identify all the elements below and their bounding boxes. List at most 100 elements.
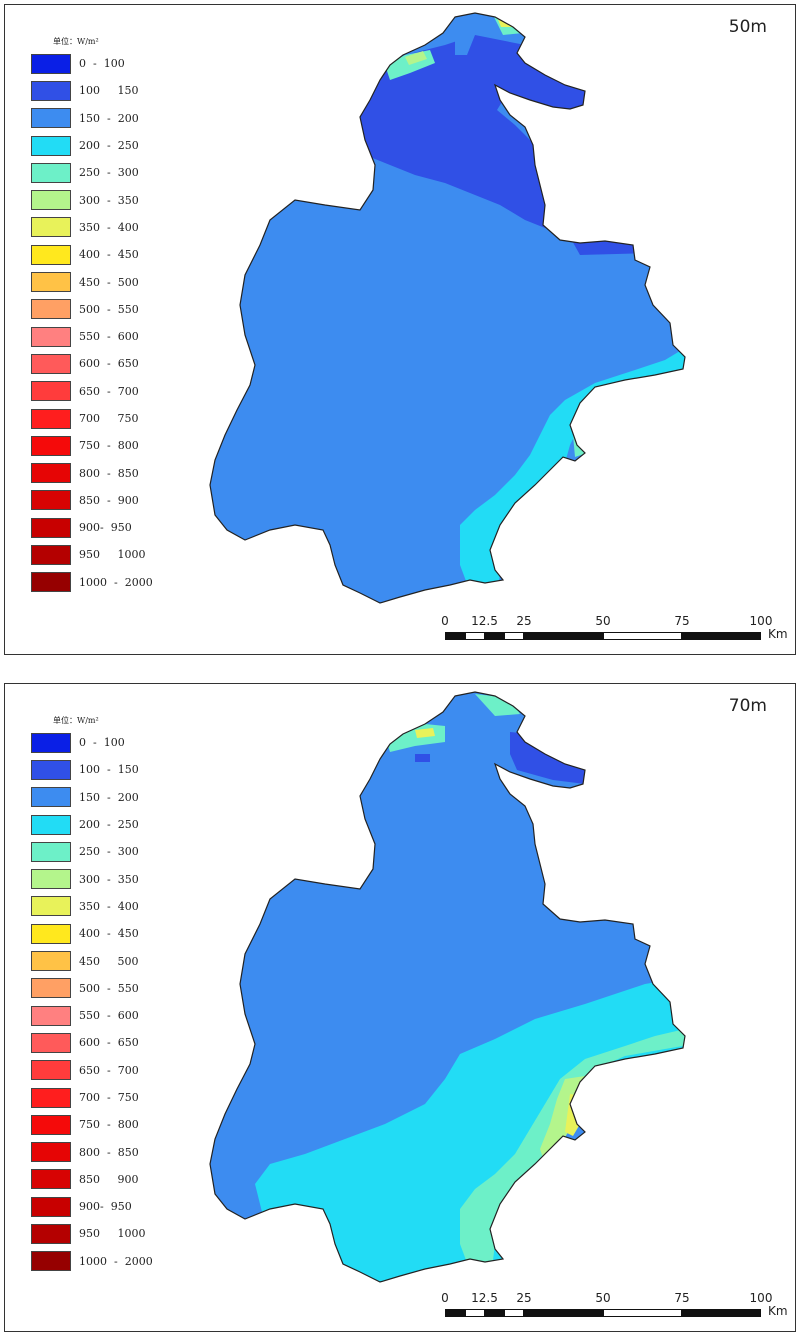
scale-bar-segment [524,1309,603,1317]
legend-range-label: 200 - 250 [79,818,139,832]
legend-item: 350 - 400 [31,214,153,241]
legend-item: 550 - 600 [31,323,153,350]
legend-range-label: 100 150 [79,84,139,98]
legend-range-label: 550 - 600 [79,1009,139,1023]
scale-unit-label: Km [768,627,788,641]
legend-range-label: 450 - 500 [79,275,139,289]
legend-swatch [31,435,71,456]
legend-item: 150 - 200 [31,105,153,132]
legend-rows: 0 - 100 100 150 150 - 200 200 - 250 250 - 30… [31,50,153,596]
scale-bar-segment [603,1309,682,1317]
legend-swatch [31,544,71,565]
legend-swatch [31,517,71,538]
legend-range-label: 400 - 450 [79,248,139,262]
scale-bar-segment [484,1309,505,1317]
legend-range-label: 950 1000 [79,1227,146,1241]
scale-tick-label: 100 [749,614,773,628]
legend-range-label: 200 - 250 [79,139,139,153]
scale-bar-segment [445,1309,465,1317]
scale-bar-segment [445,632,465,640]
legend-range-label: 150 - 200 [79,790,139,804]
legend-item: 0 - 100 [31,50,153,77]
legend-item: 600 - 650 [31,350,153,377]
legend-range-label: 0 - 100 [79,736,125,750]
zone-350-400-north [415,728,435,738]
legend-swatch [31,1087,71,1108]
legend-range-label: 800 - 850 [79,1145,139,1159]
legend-swatch [31,135,71,156]
legend-range-label: 0 - 100 [79,57,125,71]
legend-swatch [31,1142,71,1163]
wind-power-density-map-50m [209,12,686,604]
legend-swatch [31,463,71,484]
scale-tick-label: 12.5 [471,1291,498,1305]
legend-range-label: 650 - 700 [79,384,139,398]
legend-item: 900- 950 [31,514,153,541]
scale-tick-label: 50 [595,614,611,628]
legend-item: 100 - 150 [31,756,153,783]
scale-bar-segment [464,1309,485,1317]
map-panel-70m: 70m 单位：W/m² 0 - 100 100 - 150 150 - 200 200… [4,683,796,1332]
legend-swatch [31,759,71,780]
scale-tick-label: 0 [441,614,449,628]
scale-bar-segment [682,1309,761,1317]
scale-tick-label: 12.5 [471,614,498,628]
wind-power-density-map-70m [209,691,686,1283]
legend-range-label: 150 - 200 [79,111,139,125]
legend-range-label: 700 750 [79,412,139,425]
legend-range-label: 550 - 600 [79,330,139,344]
legend-range-label: 500 - 550 [79,302,139,316]
legend-range-label: 700 - 750 [79,1091,139,1104]
legend-swatch [31,978,71,999]
zone-100-150-patch [415,754,430,762]
legend-range-label: 250 - 300 [79,166,139,180]
legend-swatch [31,732,71,753]
legend-item: 800 - 850 [31,1138,153,1165]
legend-item: 600 - 650 [31,1029,153,1056]
legend-range-label: 250 - 300 [79,845,139,859]
legend-swatch [31,108,71,129]
legend-item: 250 - 300 [31,159,153,186]
legend-swatch [31,53,71,74]
legend-swatch [31,572,71,593]
legend-item: 500 - 550 [31,296,153,323]
legend-swatch [31,162,71,183]
scale-tick-label: 75 [674,1291,690,1305]
legend-item: 900- 950 [31,1193,153,1220]
legend-item: 850 900 [31,1166,153,1193]
legend-item: 150 - 200 [31,784,153,811]
scale-tick-label: 25 [516,614,532,628]
legend-swatch [31,217,71,238]
scale-unit-label: Km [768,1304,788,1318]
legend-item: 200 - 250 [31,132,153,159]
legend-range-label: 450 500 [79,954,139,968]
legend-range-label: 650 - 700 [79,1063,139,1077]
legend-item: 850 - 900 [31,487,153,514]
legend-swatch [31,299,71,320]
legend-range-label: 600 - 650 [79,357,139,371]
legend-item: 300 - 350 [31,186,153,213]
legend-item: 1000 - 2000 [31,1248,153,1275]
legend-range-label: 900- 950 [79,1200,132,1214]
legend-range-label: 300 - 350 [79,872,139,886]
legend-swatch [31,896,71,917]
legend-item: 750 - 800 [31,1111,153,1138]
scale-tick-label: 50 [595,1291,611,1305]
legend-range-label: 500 - 550 [79,981,139,995]
legend-swatch [31,80,71,101]
legend-range-label: 800 - 850 [79,466,139,480]
legend-range-label: 350 - 400 [79,220,139,234]
legend-item: 450 500 [31,947,153,974]
legend-range-label: 300 - 350 [79,193,139,207]
scale-bar-segment [504,1309,524,1317]
legend-item: 950 1000 [31,1220,153,1247]
legend-swatch [31,1060,71,1081]
scale-bar-segment [524,632,603,640]
map-title-70m: 70m [728,696,767,716]
legend-range-label: 1000 - 2000 [79,575,153,589]
legend-unit-label: 单位：W/m² [53,37,99,46]
map-title-50m: 50m [728,17,767,37]
scale-tick-label: 25 [516,1291,532,1305]
legend-range-label: 850 900 [79,1172,139,1186]
legend-range-label: 850 - 900 [79,493,139,507]
